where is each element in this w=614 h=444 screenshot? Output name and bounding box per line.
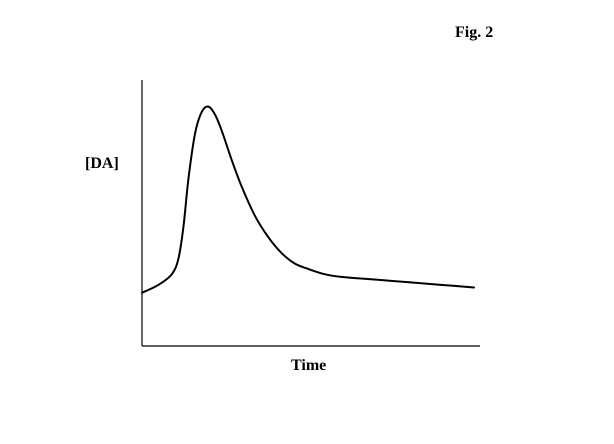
figure-label: Fig. 2: [455, 24, 493, 41]
x-axis-label: Time: [291, 357, 326, 374]
series-line: [141, 105, 475, 294]
y-axis-label: [DA]: [85, 155, 119, 172]
